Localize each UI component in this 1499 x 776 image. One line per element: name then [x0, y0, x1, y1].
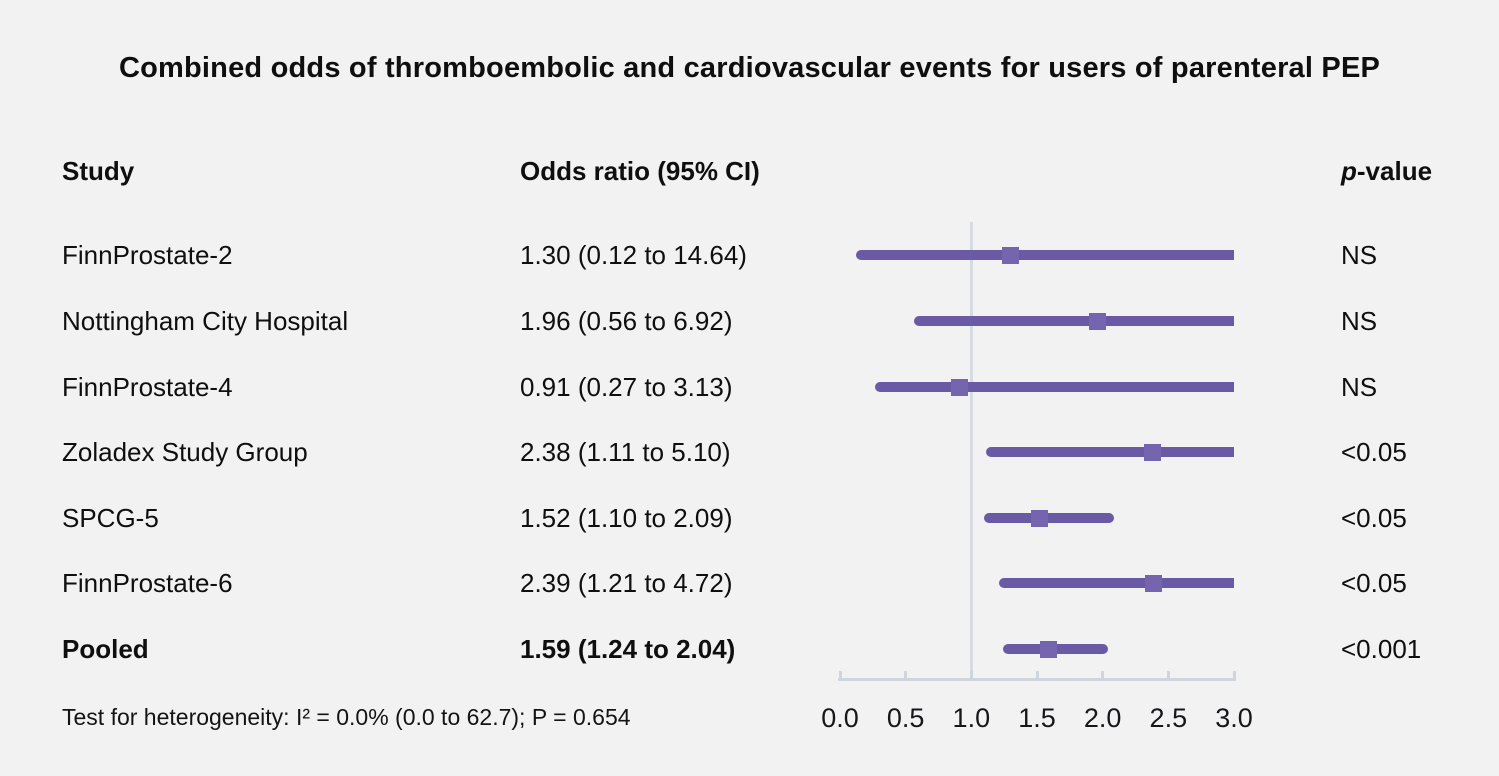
or-marker — [1040, 640, 1058, 658]
p-value-label: NS — [1341, 306, 1378, 336]
or-ci-label: 2.39 (1.21 to 4.72) — [520, 568, 733, 598]
ci-line — [913, 316, 1234, 326]
study-label: SPCG-5 — [62, 503, 159, 533]
x-tick-label: 1.0 — [952, 703, 991, 733]
x-tick — [838, 671, 842, 679]
or-ci-label: 2.38 (1.11 to 5.10) — [520, 437, 731, 467]
column-header-odds-ratio: Odds ratio (95% CI) — [520, 156, 760, 186]
x-tick-label: 0.0 — [821, 703, 859, 733]
p-value-label: <0.05 — [1341, 437, 1407, 467]
x-tick-label: 1.5 — [1018, 703, 1056, 733]
or-marker — [951, 378, 968, 396]
study-label: FinnProstate-2 — [62, 240, 233, 270]
p-value-label: NS — [1341, 240, 1378, 270]
chart-title: Combined odds of thromboembolic and card… — [118, 52, 1381, 84]
or-marker — [1002, 246, 1020, 264]
p-value-header-italic-p: p — [1341, 156, 1357, 186]
p-value-label: <0.05 — [1341, 568, 1407, 598]
ci-line — [985, 447, 1234, 457]
study-label: FinnProstate-6 — [62, 568, 233, 598]
x-tick-label: 0.5 — [886, 703, 925, 733]
reference-line — [969, 222, 973, 681]
ci-line — [984, 513, 1115, 523]
study-label: Nottingham City Hospital — [62, 306, 349, 336]
x-tick — [1166, 671, 1170, 679]
x-tick — [1035, 671, 1039, 679]
x-tick — [904, 671, 908, 679]
x-axis-line — [838, 678, 1236, 681]
x-tick — [969, 671, 973, 679]
p-value-label: NS — [1341, 372, 1378, 402]
x-tick — [1232, 671, 1236, 679]
x-tick-label: 2.5 — [1149, 703, 1188, 733]
or-marker — [1088, 312, 1106, 330]
or-ci-label: 1.52 (1.10 to 2.09) — [520, 503, 733, 533]
p-value-label: <0.05 — [1341, 503, 1407, 533]
x-tick-label: 2.0 — [1083, 703, 1122, 733]
p-value-label: <0.001 — [1341, 634, 1422, 664]
study-label: Pooled — [62, 634, 149, 664]
or-ci-label: 0.91 (0.27 to 3.13) — [520, 372, 733, 402]
column-header-study: Study — [62, 156, 135, 186]
x-tick — [1101, 671, 1105, 679]
column-header-p-value: p-value — [1341, 156, 1432, 187]
or-marker — [1145, 574, 1163, 592]
heterogeneity-note: Test for heterogeneity: I² = 0.0% (0.0 t… — [62, 704, 631, 730]
study-label: FinnProstate-4 — [62, 372, 233, 402]
or-ci-label: 1.59 (1.24 to 2.04) — [520, 634, 736, 664]
or-ci-label: 1.96 (0.56 to 6.92) — [520, 306, 733, 336]
or-ci-label: 1.30 (0.12 to 14.64) — [520, 240, 747, 270]
ci-line — [855, 250, 1234, 260]
x-tick-label: 3.0 — [1215, 703, 1253, 733]
ci-line — [875, 382, 1234, 392]
p-value-header-rest: -value — [1356, 156, 1433, 186]
ci-line — [998, 578, 1234, 588]
study-label: Zoladex Study Group — [62, 437, 308, 467]
or-marker — [1031, 509, 1049, 527]
or-marker — [1144, 443, 1162, 461]
